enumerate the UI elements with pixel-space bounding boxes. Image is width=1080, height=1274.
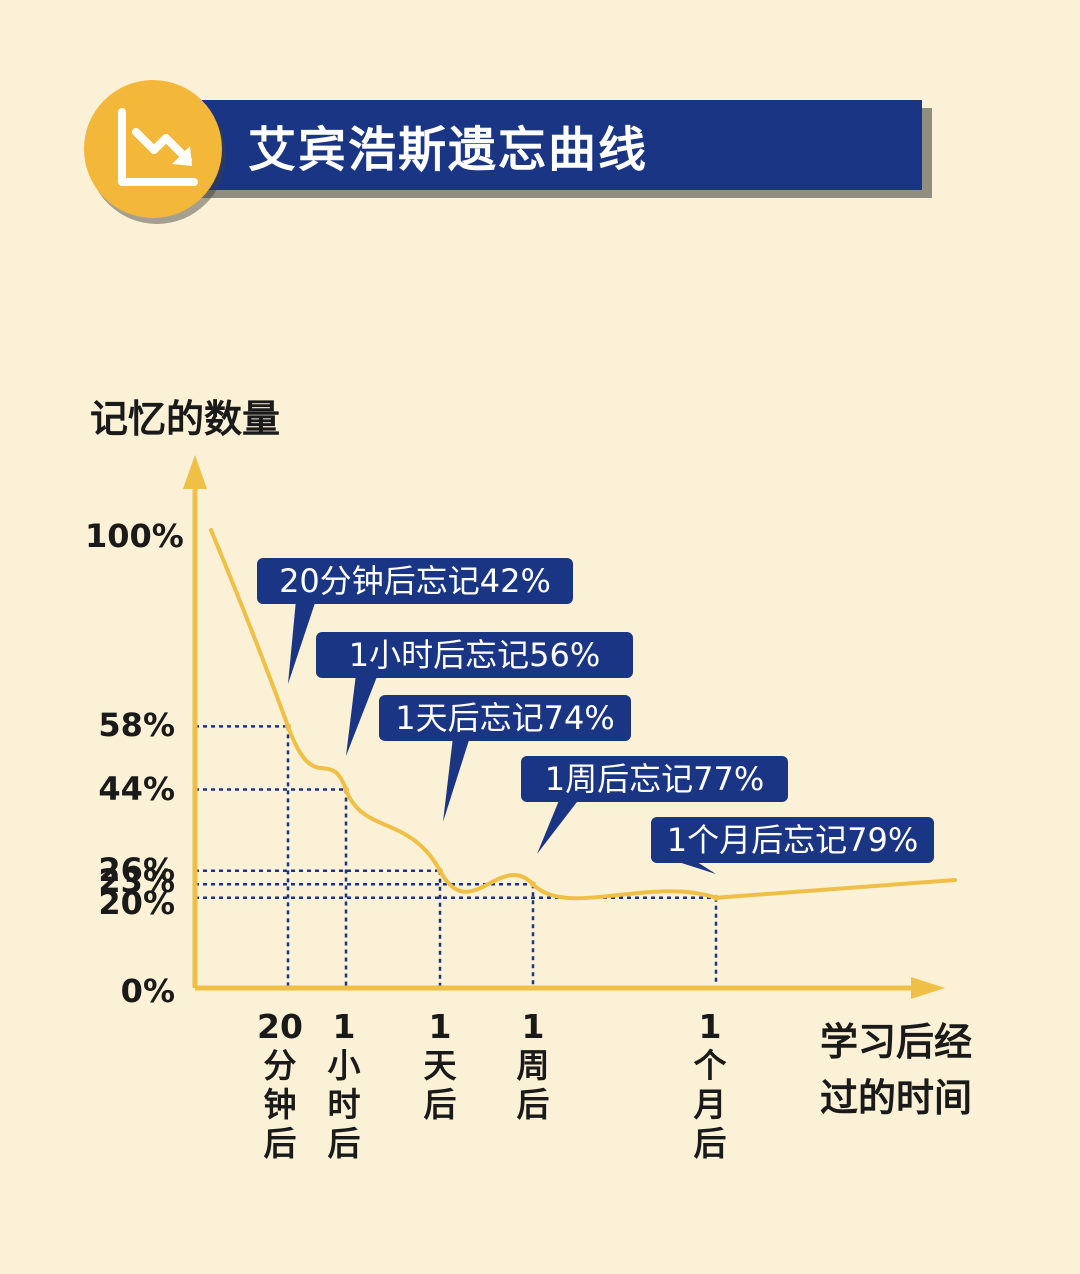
- chart-down-icon: [118, 108, 198, 186]
- y-tick-label: 26%: [98, 850, 175, 889]
- callout-label: 1天后忘记74%: [379, 695, 631, 741]
- y-tick-label: 100%: [85, 517, 184, 555]
- y-tick-label: 44%: [98, 769, 175, 808]
- x-axis-arrow: [911, 977, 945, 999]
- data-point: [285, 723, 291, 730]
- y-tick-label: 0%: [120, 972, 175, 1010]
- title-badge: [84, 80, 222, 218]
- title-banner: 艾宾浩斯遗忘曲线: [180, 100, 922, 190]
- data-point: [713, 894, 719, 901]
- x-tick-label: 1 个 月 后: [693, 1007, 727, 1163]
- callout-label: 1周后忘记77%: [521, 756, 788, 802]
- callout-pointer: [443, 737, 470, 822]
- callout-pointer: [288, 600, 316, 684]
- x-tick-label: 1 周 后: [516, 1007, 550, 1124]
- y-tick-label: 58%: [98, 706, 175, 745]
- data-point: [530, 881, 536, 888]
- x-tick-label: 1 小 时 后: [327, 1007, 361, 1163]
- x-axis-title: 学习后经 过的时间: [820, 1014, 1000, 1126]
- x-axis-title-line: 学习后经: [820, 1020, 973, 1064]
- x-tick-label: 20 分 钟 后: [257, 1007, 303, 1163]
- y-tick-label: 20%: [98, 883, 175, 922]
- forgetting-curve: [209, 528, 957, 901]
- callout-label: 1个月后忘记79%: [651, 817, 934, 863]
- callout-pointer: [537, 798, 580, 854]
- data-point: [437, 867, 443, 874]
- callout-label: 20分钟后忘记42%: [257, 558, 573, 604]
- y-axis-arrow: [183, 455, 207, 489]
- y-axis-title: 记忆的数量: [90, 397, 281, 441]
- x-tick-label: 1 天 后: [423, 1007, 457, 1124]
- data-point: [343, 786, 349, 793]
- callout-label: 1小时后忘记56%: [316, 632, 633, 678]
- callout-pointer: [346, 674, 378, 756]
- page-title: 艾宾浩斯遗忘曲线: [248, 122, 649, 178]
- callout-pointer: [672, 860, 716, 874]
- y-tick-label: 23%: [98, 862, 175, 901]
- x-axis-title-line: 过的时间: [820, 1076, 973, 1120]
